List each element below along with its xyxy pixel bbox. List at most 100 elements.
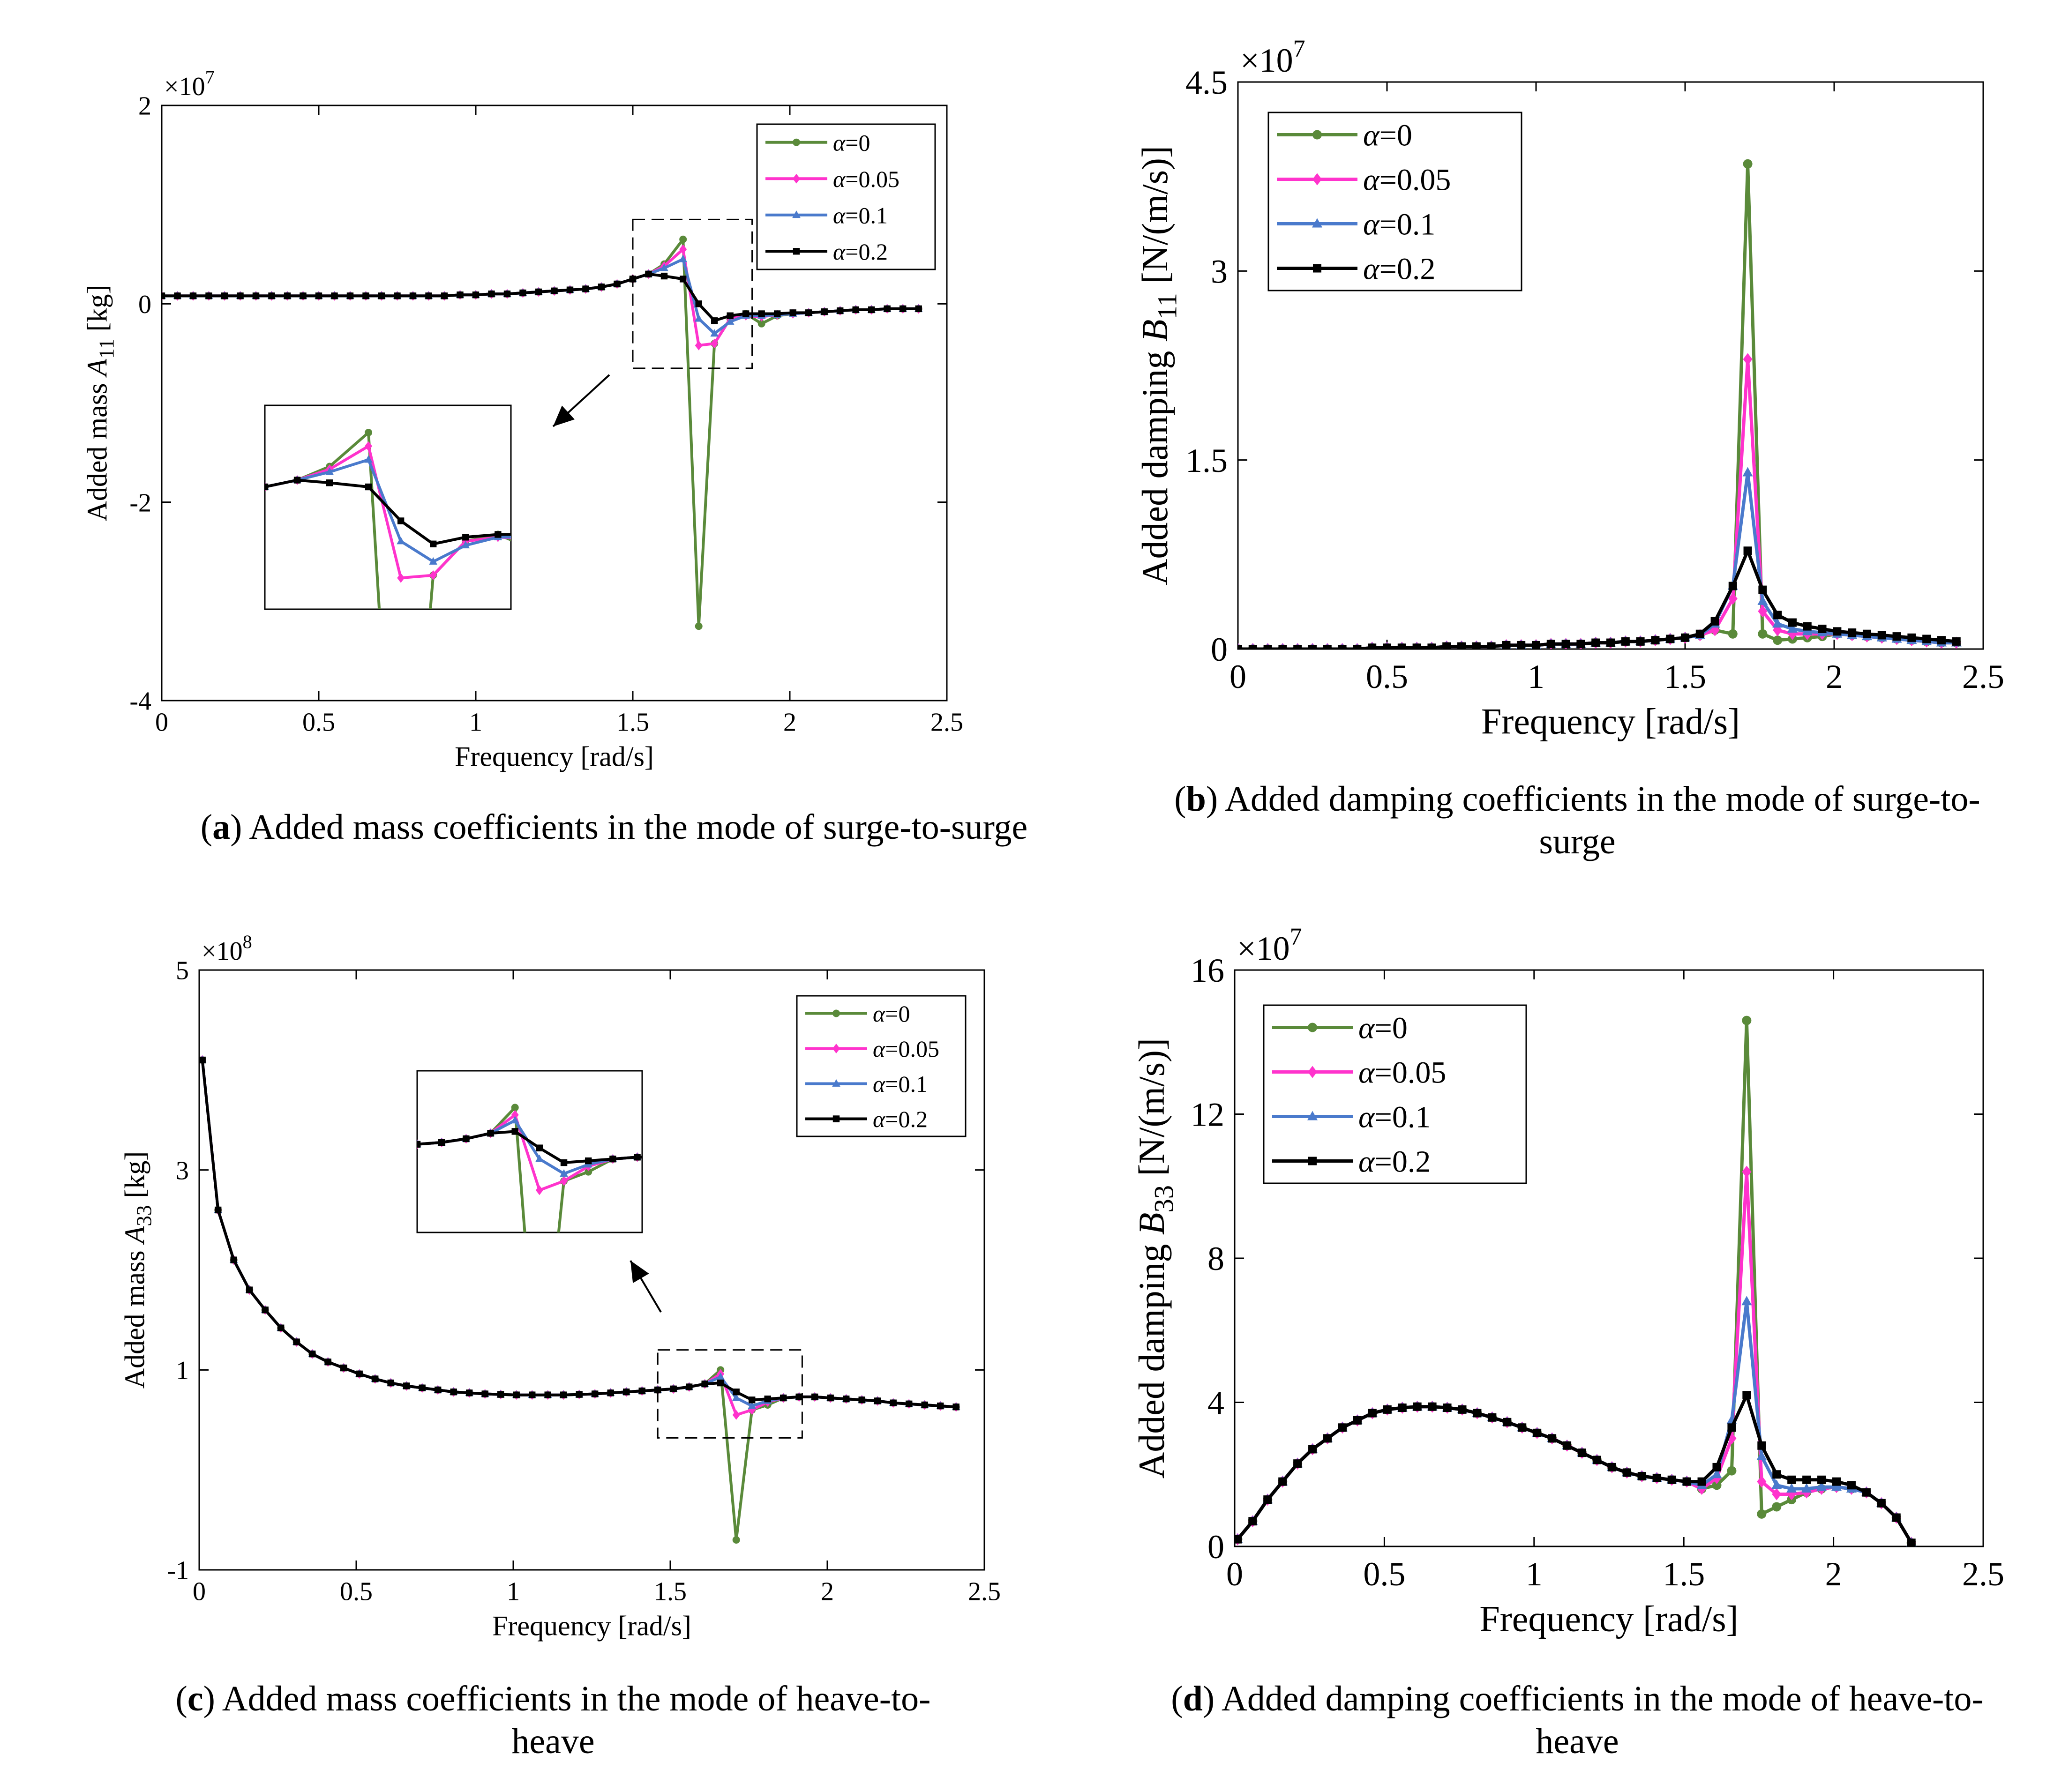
x-tick-label: 1.5 — [1664, 658, 1706, 695]
data-point — [1338, 1423, 1347, 1432]
x-axis-label: Frequency [rad/s] — [1479, 1598, 1738, 1639]
data-point — [397, 537, 405, 545]
data-point — [365, 483, 372, 491]
data-point — [868, 306, 875, 314]
data-point — [1787, 623, 1798, 633]
data-point — [634, 1154, 641, 1161]
data-point — [1235, 1535, 1242, 1544]
data-point — [1312, 130, 1322, 140]
legend-box — [796, 995, 967, 1137]
data-point — [199, 1056, 206, 1064]
data-point — [441, 292, 448, 299]
data-point — [843, 1396, 850, 1403]
legend-alpha: α — [833, 202, 846, 228]
y-axis-label: Added mass A33 [kg] — [119, 1151, 156, 1389]
data-point — [1877, 1499, 1886, 1508]
x-tick-label: 0.5 — [340, 1577, 373, 1606]
x-tick-label: 0 — [193, 1577, 206, 1606]
data-point — [22, 1132, 30, 1142]
data-point — [1652, 1473, 1661, 1482]
data-point — [832, 1009, 840, 1017]
data-point — [1503, 1418, 1512, 1426]
data-point — [1743, 546, 1752, 555]
axis-exponent: ×107 — [1237, 924, 1302, 967]
data-point — [1308, 1445, 1317, 1454]
data-point — [1263, 1495, 1272, 1504]
data-point — [1787, 1475, 1796, 1484]
x-tick-label: 2 — [821, 1577, 834, 1606]
data-point — [168, 1148, 177, 1156]
x-tick-label: 0.5 — [302, 708, 335, 737]
data-point — [711, 338, 719, 349]
data-point — [1443, 1404, 1452, 1412]
data-point — [805, 309, 812, 316]
data-point — [921, 1401, 928, 1409]
data-point — [837, 307, 844, 314]
data-point — [1727, 1466, 1737, 1476]
y-tick-label: 2 — [138, 92, 151, 121]
data-point — [71, 1139, 79, 1149]
y-axis-label: Added damping B11 [N/(m/s)] — [1134, 146, 1183, 585]
data-point — [34, 501, 42, 511]
data-point — [1313, 264, 1321, 273]
data-point — [1711, 1469, 1722, 1478]
data-point — [1338, 645, 1347, 649]
data-point — [1773, 611, 1782, 620]
legend-label: α=0.05 — [1358, 1056, 1446, 1090]
data-point — [1427, 643, 1436, 649]
exponent-power: 8 — [243, 931, 252, 952]
data-point — [1877, 631, 1886, 640]
data-point — [1773, 635, 1783, 645]
data-point — [645, 270, 652, 278]
data-point — [331, 292, 338, 299]
axis-exponent: ×107 — [164, 67, 215, 101]
data-point — [1368, 1409, 1377, 1418]
y-tick-label: 16 — [1191, 952, 1224, 989]
data-point — [1398, 1404, 1407, 1412]
data-point — [1442, 642, 1451, 649]
data-point — [67, 500, 75, 509]
data-point — [827, 1394, 834, 1402]
data-point — [1248, 645, 1257, 649]
data-point — [1368, 643, 1377, 649]
data-point — [654, 1386, 661, 1394]
exponent-base: ×10 — [1237, 930, 1290, 967]
legend-value: =0.1 — [1379, 208, 1436, 242]
data-point — [679, 244, 687, 254]
data-point — [749, 1396, 756, 1404]
data-point — [284, 292, 291, 299]
y-tick-label: 3 — [1211, 253, 1228, 291]
y-label-subscript: 33 — [132, 1205, 156, 1226]
data-point — [1802, 1475, 1811, 1484]
data-point — [293, 1338, 300, 1345]
legend-value: =0.05 — [1379, 163, 1451, 197]
data-point — [1412, 643, 1421, 649]
data-point — [793, 173, 800, 184]
data-point — [1742, 1391, 1751, 1400]
data-point — [1606, 638, 1615, 647]
data-point — [695, 340, 703, 351]
y-tick-label: 1.5 — [1185, 442, 1228, 479]
data-point — [732, 1393, 741, 1401]
data-point — [686, 1383, 693, 1390]
data-point — [793, 138, 800, 146]
axis-exponent: ×107 — [1240, 36, 1305, 79]
data-point — [1621, 637, 1630, 646]
data-point — [1727, 1423, 1736, 1432]
data-point — [1487, 642, 1496, 649]
data-point — [592, 1390, 599, 1397]
data-point — [417, 1141, 421, 1148]
legend-label: α=0.2 — [833, 239, 888, 265]
data-point — [67, 500, 75, 508]
x-tick-label: 1.5 — [1663, 1555, 1705, 1593]
data-point — [1651, 636, 1660, 645]
x-tick-label: 1 — [1526, 1555, 1543, 1593]
legend-box — [1263, 1004, 1527, 1184]
caption-letter: d — [1183, 1679, 1203, 1718]
data-point — [529, 1391, 536, 1398]
x-tick-label: 1.5 — [616, 708, 649, 737]
legend-value: =0.05 — [845, 166, 900, 192]
legend: α=0α=0.05α=0.1α=0.2 — [756, 123, 936, 270]
data-point — [793, 248, 800, 255]
data-point — [1622, 1468, 1631, 1477]
